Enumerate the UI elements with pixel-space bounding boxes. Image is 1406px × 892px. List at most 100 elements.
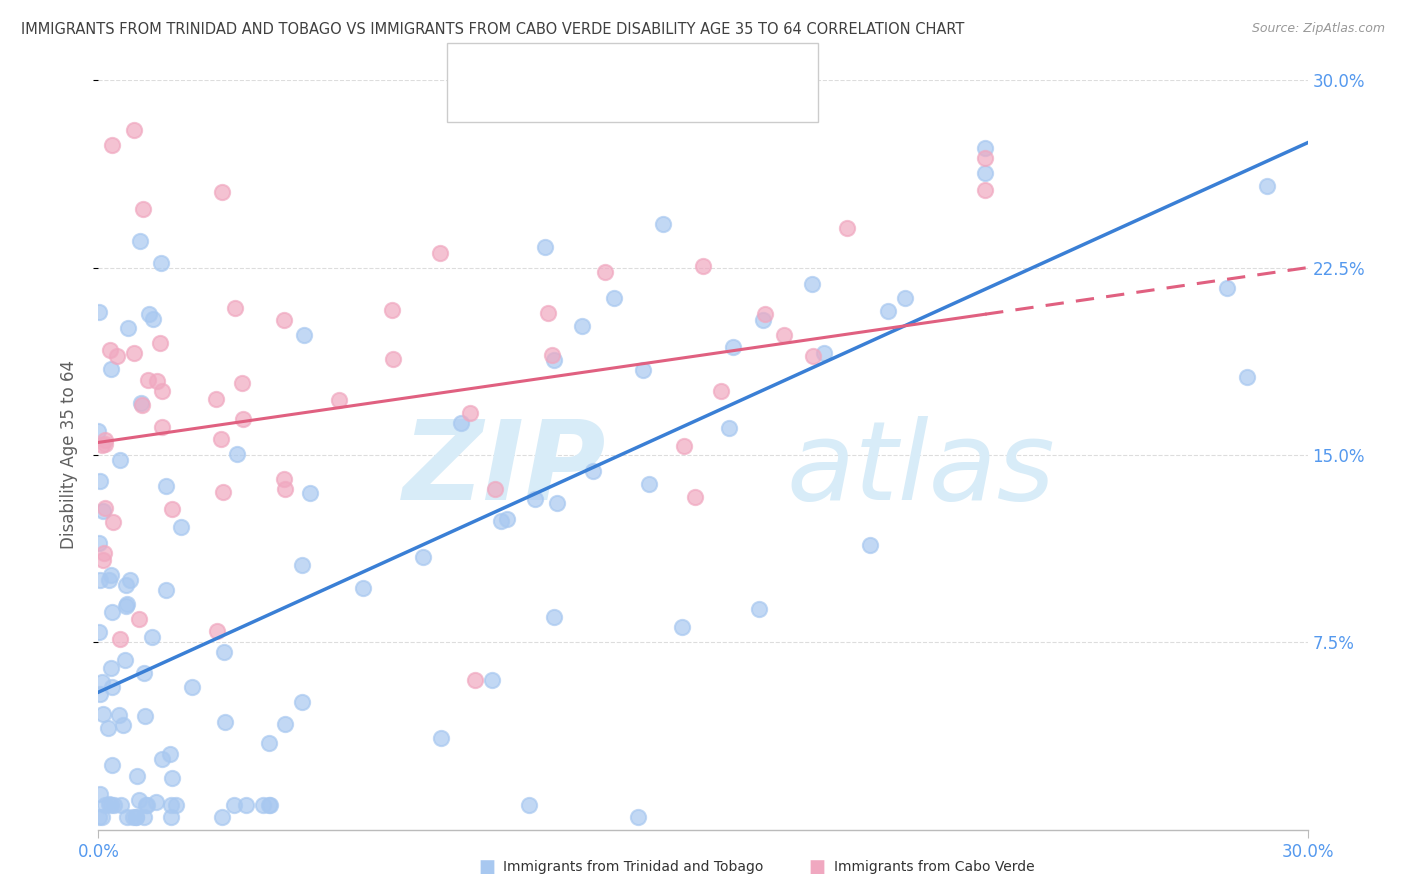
Point xyxy=(89,787,111,801)
Point xyxy=(893,291,915,305)
Point xyxy=(328,392,350,407)
Point xyxy=(212,485,235,500)
Text: 0.343: 0.343 xyxy=(531,57,579,71)
Point xyxy=(181,681,204,695)
Point xyxy=(155,479,177,493)
Point xyxy=(122,123,145,137)
Point xyxy=(155,583,177,598)
Point xyxy=(546,496,568,510)
Point xyxy=(101,680,124,694)
Point xyxy=(150,420,173,434)
Point xyxy=(537,306,560,320)
Point xyxy=(100,758,122,772)
Point xyxy=(105,349,128,363)
Point xyxy=(90,810,112,824)
Point xyxy=(458,406,481,420)
Point xyxy=(129,235,152,249)
Point xyxy=(100,362,122,376)
Point xyxy=(450,417,472,431)
Point xyxy=(135,797,157,812)
Point xyxy=(672,439,695,453)
Point xyxy=(127,769,149,783)
Point xyxy=(523,491,546,506)
Point xyxy=(273,482,295,496)
Point xyxy=(118,573,141,587)
Point xyxy=(412,549,434,564)
Point xyxy=(752,313,775,327)
Point xyxy=(800,277,823,291)
Point xyxy=(114,653,136,667)
Point xyxy=(146,374,169,388)
Point xyxy=(222,797,245,812)
Point xyxy=(114,599,136,613)
Point xyxy=(97,797,120,812)
Point xyxy=(859,538,882,552)
Point xyxy=(211,810,233,824)
Point xyxy=(138,307,160,321)
Point xyxy=(710,384,733,398)
Point xyxy=(235,797,257,812)
Text: ■: ■ xyxy=(478,858,495,876)
Point xyxy=(517,797,540,812)
Point xyxy=(205,392,228,406)
Point xyxy=(571,318,593,333)
Point xyxy=(149,256,172,270)
Y-axis label: Disability Age 35 to 64: Disability Age 35 to 64 xyxy=(59,360,77,549)
Point xyxy=(292,327,315,342)
Point xyxy=(211,186,233,200)
Point xyxy=(91,504,114,518)
Point xyxy=(273,472,295,486)
Point xyxy=(430,731,453,745)
Point xyxy=(273,313,295,327)
Point xyxy=(108,632,131,646)
Point xyxy=(603,291,626,305)
Point xyxy=(429,246,451,260)
Point xyxy=(115,597,138,611)
Point xyxy=(100,568,122,582)
Point xyxy=(145,795,167,809)
Point xyxy=(291,558,314,572)
Point xyxy=(136,373,159,387)
Point xyxy=(98,343,121,357)
Point xyxy=(692,260,714,274)
Point xyxy=(150,752,173,766)
Point xyxy=(89,810,111,824)
Text: ZIP: ZIP xyxy=(402,417,606,524)
Point xyxy=(974,151,997,165)
Text: R =: R = xyxy=(492,91,526,105)
Text: ■: ■ xyxy=(461,54,479,74)
Point xyxy=(152,384,174,398)
Point xyxy=(128,793,150,807)
Point xyxy=(94,436,117,450)
Text: IMMIGRANTS FROM TRINIDAD AND TOBAGO VS IMMIGRANTS FROM CABO VERDE DISABILITY AGE: IMMIGRANTS FROM TRINIDAD AND TOBAGO VS I… xyxy=(21,22,965,37)
Point xyxy=(128,612,150,626)
Point xyxy=(131,398,153,412)
Point xyxy=(89,536,111,550)
Point xyxy=(117,321,139,335)
Point xyxy=(100,797,122,812)
Point xyxy=(160,501,183,516)
Text: 53: 53 xyxy=(627,91,648,105)
Point xyxy=(134,665,156,680)
Point xyxy=(232,412,254,426)
Point xyxy=(159,747,181,762)
Point xyxy=(627,810,650,824)
Point xyxy=(1236,370,1258,384)
Point xyxy=(464,673,486,687)
Point xyxy=(129,396,152,410)
Point xyxy=(205,624,228,639)
Point xyxy=(813,346,835,360)
Point xyxy=(160,797,183,812)
Point xyxy=(91,674,114,689)
Point xyxy=(876,304,898,318)
Point xyxy=(89,687,111,701)
Point xyxy=(651,217,673,231)
Point xyxy=(974,183,997,197)
Point xyxy=(748,602,770,616)
Point xyxy=(974,141,997,155)
Point xyxy=(224,301,246,315)
Point xyxy=(540,348,562,362)
Text: R =: R = xyxy=(492,57,526,71)
Text: 113: 113 xyxy=(627,57,658,71)
Point xyxy=(491,514,513,528)
